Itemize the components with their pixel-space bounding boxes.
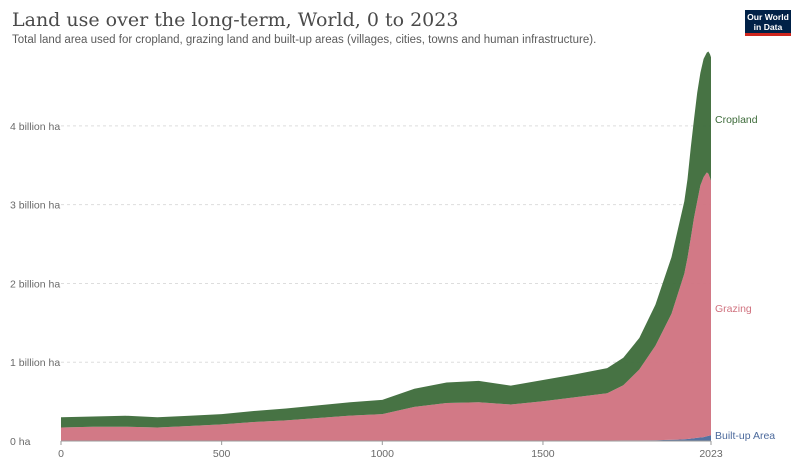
x-tick-label: 0 <box>58 448 64 460</box>
x-tick-label: 2023 <box>699 448 723 460</box>
y-tick-label: 3 billion ha <box>10 200 60 212</box>
stacked-areas <box>61 51 711 441</box>
x-tick-label: 1000 <box>371 448 395 460</box>
chart-title: Land use over the long-term, World, 0 to… <box>12 9 459 31</box>
area-grazing[interactable] <box>61 172 711 441</box>
series-labels: Built-up Area Grazing Cropland <box>715 114 775 442</box>
gridlines <box>61 125 711 363</box>
chart-subtitle: Total land area used for cropland, grazi… <box>12 34 597 46</box>
area-cropland[interactable] <box>61 51 711 428</box>
y-tick-label: 0 ha <box>10 436 31 448</box>
x-tick-label: 500 <box>213 448 231 460</box>
series-label-grazing[interactable]: Grazing <box>715 303 752 315</box>
logo-line-2: in Data <box>753 21 783 32</box>
y-tick-label: 2 billion ha <box>10 278 60 290</box>
series-label-cropland[interactable]: Cropland <box>715 114 758 126</box>
owid-logo[interactable]: Our World in Data <box>745 10 791 36</box>
y-tick-label: 4 billion ha <box>10 121 60 133</box>
logo-line-1: Our World <box>747 12 789 22</box>
x-tick-label: 1500 <box>531 448 555 460</box>
series-label-built-up-area[interactable]: Built-up Area <box>715 430 775 442</box>
area-built-up-area[interactable] <box>61 435 711 441</box>
y-axis: 0 ha 1 billion ha 2 billion ha 3 billion ha… <box>10 121 60 448</box>
x-axis: 0 500 1000 1500 2023 <box>58 440 723 460</box>
y-tick-label: 1 billion ha <box>10 357 60 369</box>
